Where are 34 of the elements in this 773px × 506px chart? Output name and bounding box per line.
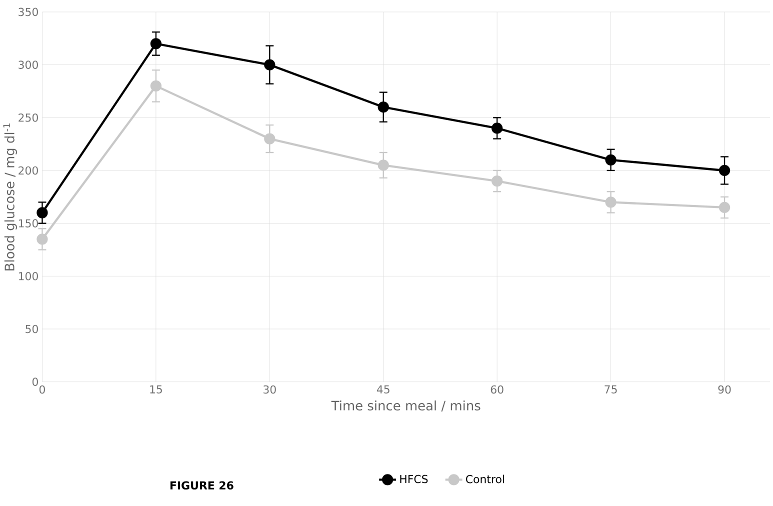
point xyxy=(492,175,503,186)
text: FIGURE 26 xyxy=(170,481,234,490)
y-tick-label: 300 xyxy=(18,60,38,69)
point xyxy=(605,196,616,208)
x-tick-label: 75 xyxy=(604,385,617,394)
y-tick-label: 250 xyxy=(18,113,38,122)
y-tick-label: 0 xyxy=(32,377,38,386)
x-tick-label: 0 xyxy=(39,385,45,394)
y-axis-title: Blood glucose / mg dl$^{-1}$ xyxy=(3,123,17,270)
point xyxy=(378,101,389,112)
point xyxy=(36,206,48,218)
point xyxy=(378,159,389,171)
point xyxy=(492,122,503,134)
point xyxy=(264,59,276,70)
point xyxy=(718,164,730,176)
legend-label: HFCS xyxy=(400,474,428,483)
x-tick-label: 60 xyxy=(490,385,504,394)
y-tick-label: 150 xyxy=(18,218,38,228)
x-tick-label: 30 xyxy=(264,385,276,394)
point xyxy=(264,132,276,144)
point xyxy=(605,154,616,166)
point xyxy=(718,202,730,213)
y-tick-label: 50 xyxy=(26,324,38,333)
x-tick-label: 15 xyxy=(150,385,162,394)
x-tick-label: 90 xyxy=(718,385,731,394)
y-tick-label: 100 xyxy=(18,272,38,280)
legend-label: Control xyxy=(466,474,504,484)
point xyxy=(150,80,162,92)
y-tick-label: 350 xyxy=(18,8,38,16)
point xyxy=(150,38,162,50)
x-axis-title: Time since meal / mins xyxy=(331,400,480,412)
x-tick-label: 45 xyxy=(376,385,390,394)
y-tick-label: 200 xyxy=(18,166,38,174)
point xyxy=(36,233,48,245)
